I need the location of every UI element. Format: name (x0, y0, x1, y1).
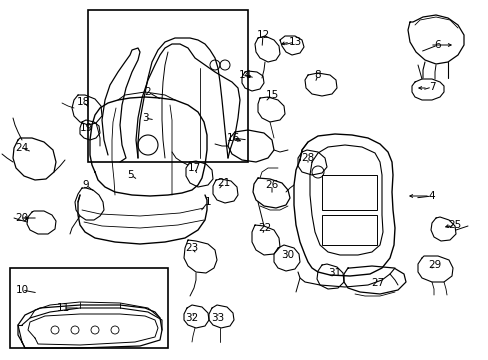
Text: 2: 2 (144, 87, 151, 97)
Bar (88, 10, 247, 162)
Text: 16: 16 (226, 133, 239, 143)
Text: 8: 8 (314, 70, 321, 80)
Text: 18: 18 (76, 97, 89, 107)
Text: 27: 27 (370, 278, 384, 288)
Text: 33: 33 (211, 313, 224, 323)
Bar (321, 175, 376, 210)
Bar (321, 215, 376, 245)
Text: 31: 31 (328, 268, 341, 278)
Text: 21: 21 (217, 178, 230, 188)
Text: 23: 23 (185, 243, 198, 253)
Text: 30: 30 (281, 250, 294, 260)
Text: 14: 14 (238, 70, 251, 80)
Text: 9: 9 (82, 180, 89, 190)
Text: 11: 11 (56, 303, 69, 313)
Text: 17: 17 (187, 163, 200, 173)
Text: 22: 22 (258, 223, 271, 233)
Text: 7: 7 (428, 82, 434, 92)
Text: 25: 25 (447, 220, 461, 230)
Text: 24: 24 (15, 143, 29, 153)
Text: 1: 1 (204, 197, 211, 207)
Text: 4: 4 (428, 191, 434, 201)
Text: 12: 12 (256, 30, 269, 40)
Bar (10, 268, 168, 348)
Text: 5: 5 (127, 170, 134, 180)
Text: 3: 3 (142, 113, 148, 123)
Text: 13: 13 (288, 37, 301, 47)
Text: 28: 28 (301, 153, 314, 163)
Text: 32: 32 (185, 313, 198, 323)
Text: 6: 6 (434, 40, 440, 50)
Text: 26: 26 (265, 180, 278, 190)
Text: 20: 20 (16, 213, 28, 223)
Text: 10: 10 (16, 285, 28, 295)
Text: 29: 29 (427, 260, 441, 270)
Text: 19: 19 (79, 123, 92, 133)
Text: 15: 15 (265, 90, 278, 100)
